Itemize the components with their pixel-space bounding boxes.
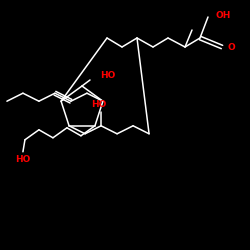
Text: HO: HO (100, 72, 116, 80)
Text: OH: OH (216, 12, 232, 20)
Text: HO: HO (15, 155, 30, 164)
Text: O: O (228, 42, 236, 51)
Text: HO: HO (92, 100, 107, 109)
